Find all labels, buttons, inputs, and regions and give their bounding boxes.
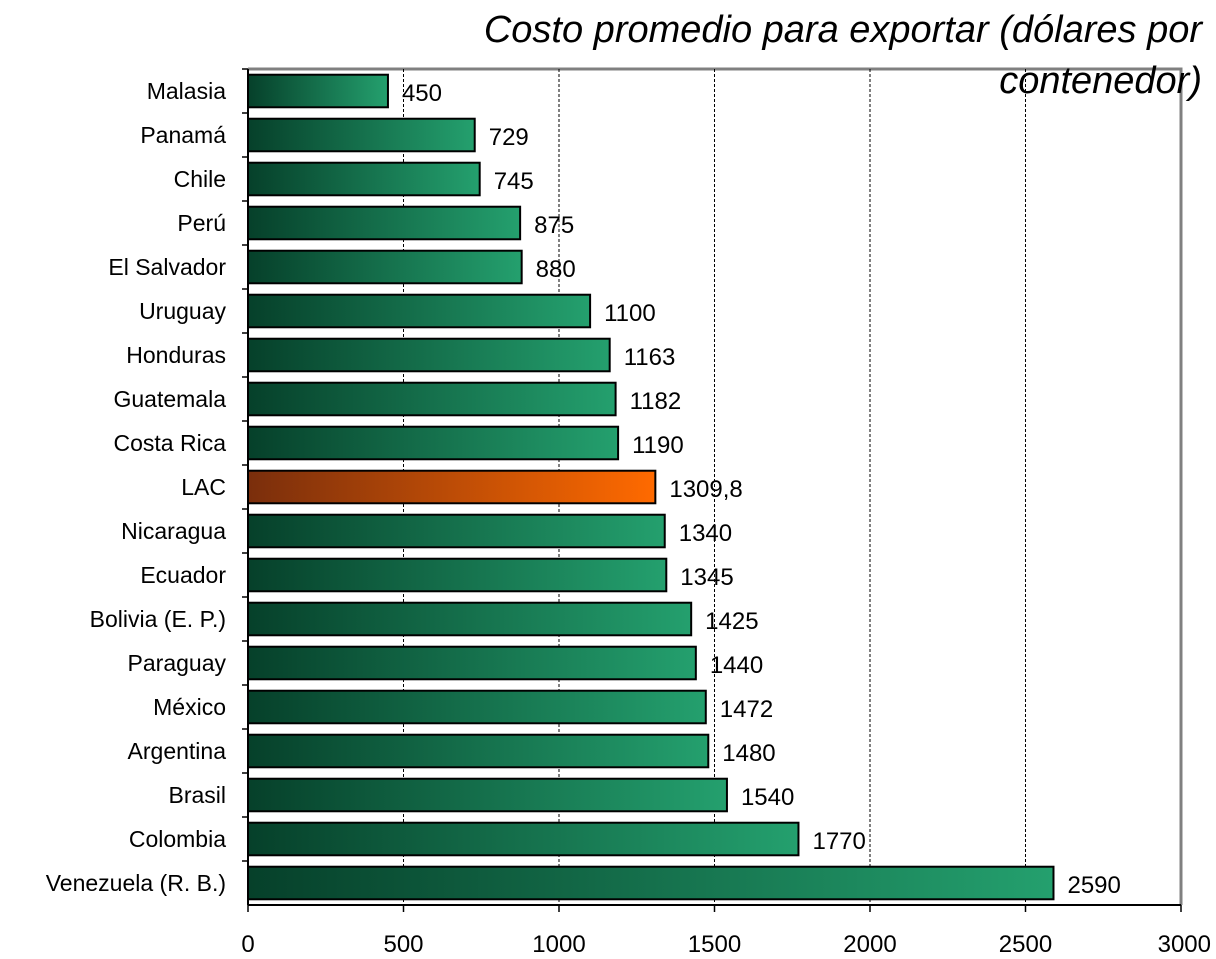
category-label: El Salvador xyxy=(108,254,226,280)
x-tick-label: 1000 xyxy=(532,931,585,958)
x-tick-label: 500 xyxy=(383,931,423,958)
bar xyxy=(247,205,522,241)
category-label: Nicaragua xyxy=(121,518,226,544)
category-label: Paraguay xyxy=(128,650,227,676)
category-label: Panamá xyxy=(140,122,226,148)
category-label: Argentina xyxy=(128,738,227,764)
data-label: 1440 xyxy=(710,652,763,679)
chart-title-line-1: Costo promedio para exportar (dólares po… xyxy=(484,9,1203,51)
category-label: Colombia xyxy=(129,826,226,852)
bar xyxy=(247,645,697,681)
data-label: 450 xyxy=(402,80,442,107)
category-label: Ecuador xyxy=(140,562,226,588)
data-label: 1540 xyxy=(741,784,794,811)
category-label: Uruguay xyxy=(139,298,226,324)
data-label: 880 xyxy=(536,256,576,283)
data-label: 1345 xyxy=(680,564,733,591)
data-label: 1182 xyxy=(630,388,682,415)
bar xyxy=(247,513,666,549)
bar xyxy=(247,337,611,373)
data-label: 745 xyxy=(494,168,534,195)
x-tick-label: 3000 xyxy=(1158,931,1211,958)
data-label: 1100 xyxy=(604,300,656,327)
data-label: 875 xyxy=(534,212,574,239)
bar xyxy=(247,293,592,329)
axes xyxy=(242,68,1182,912)
category-label: Guatemala xyxy=(113,386,226,412)
data-label: 1340 xyxy=(679,520,732,547)
bar xyxy=(247,777,728,813)
labels: Malasia 450 Panamá 729 Chile 745 Perú 875 El Sal… xyxy=(46,78,1211,958)
bar xyxy=(247,733,710,769)
bar xyxy=(247,689,707,725)
x-tick-label: 2000 xyxy=(843,931,896,958)
bar xyxy=(247,821,800,857)
data-label: 2590 xyxy=(1067,872,1120,899)
bar xyxy=(247,161,481,197)
category-label: Bolivia (E. P.) xyxy=(90,606,226,632)
category-label: Brasil xyxy=(168,782,226,808)
bar xyxy=(247,601,693,637)
chart-title-line-2: contenedor) xyxy=(999,60,1202,102)
data-label: 1190 xyxy=(632,432,684,459)
data-label: 1425 xyxy=(705,608,758,635)
data-label: 1472 xyxy=(720,696,773,723)
bar xyxy=(247,557,668,593)
bar xyxy=(247,381,617,417)
category-label: Honduras xyxy=(126,342,226,368)
category-label: México xyxy=(153,694,226,720)
data-label: 1480 xyxy=(722,740,775,767)
category-label: Chile xyxy=(174,166,226,192)
category-label: Venezuela (R. B.) xyxy=(46,870,226,896)
data-label: 1163 xyxy=(624,344,676,371)
data-label: 729 xyxy=(489,124,529,151)
bar xyxy=(247,865,1055,901)
bar xyxy=(247,117,476,153)
data-label: 1309,8 xyxy=(669,476,742,503)
category-label: Costa Rica xyxy=(114,430,227,456)
category-label: Perú xyxy=(177,210,226,236)
bar xyxy=(247,73,389,109)
data-label: 1770 xyxy=(812,828,865,855)
x-tick-label: 0 xyxy=(241,931,254,958)
bar-highlight xyxy=(247,469,657,505)
category-label: Malasia xyxy=(147,78,226,104)
category-label: LAC xyxy=(181,474,226,500)
bars xyxy=(247,73,1055,901)
bar xyxy=(247,425,620,461)
x-tick-label: 2500 xyxy=(999,931,1052,958)
bar xyxy=(247,249,523,285)
x-tick-label: 1500 xyxy=(688,931,741,958)
